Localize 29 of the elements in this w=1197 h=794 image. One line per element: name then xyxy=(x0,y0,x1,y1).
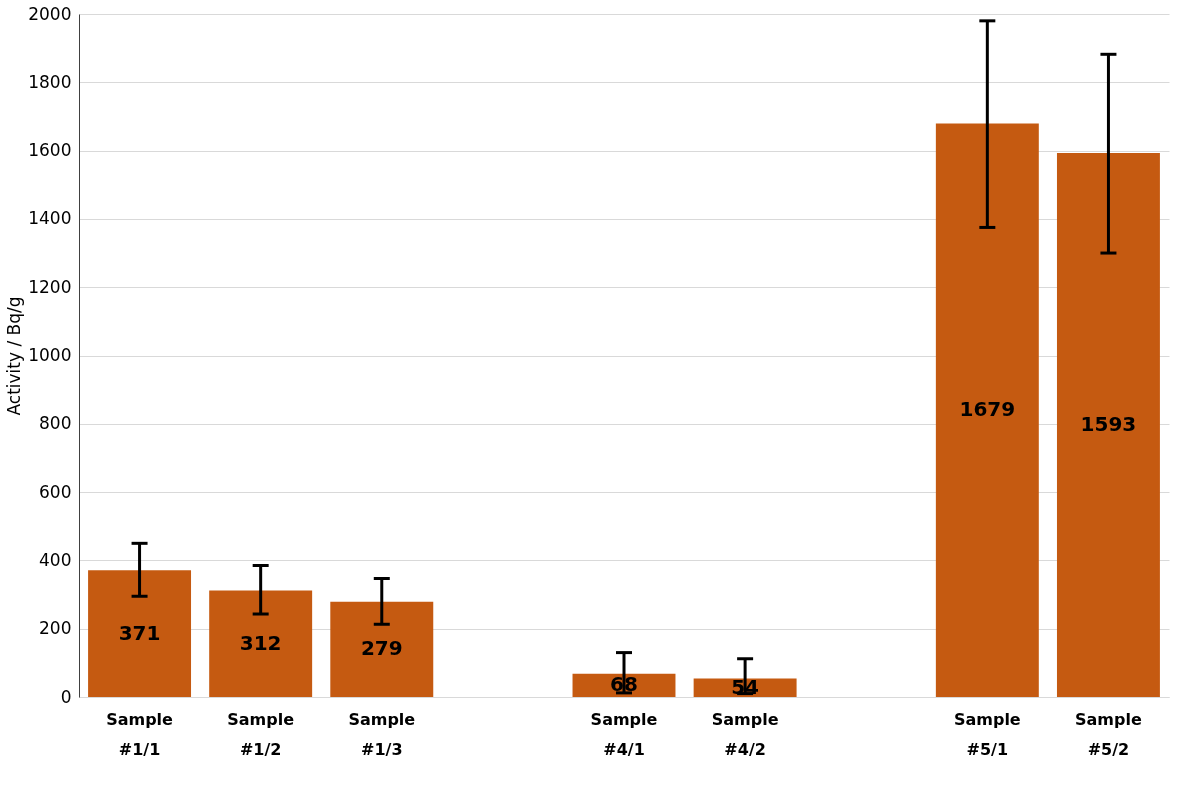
y-tick-label: 400 xyxy=(39,549,72,570)
data-label: 279 xyxy=(360,636,403,661)
bar xyxy=(330,601,434,697)
x-tick-label: Sample #1/3 xyxy=(348,709,416,759)
y-tick-label: 1200 xyxy=(28,276,72,297)
bar xyxy=(88,570,192,697)
data-label: 1593 xyxy=(1080,412,1137,436)
data-label: 312 xyxy=(239,630,282,655)
x-tick-label: Sample #4/1 xyxy=(590,709,658,759)
y-tick-label: 1600 xyxy=(28,140,72,161)
data-label: 371 xyxy=(118,620,161,645)
y-tick-label: 600 xyxy=(39,481,72,502)
y-tick-label: 200 xyxy=(39,618,72,639)
bar xyxy=(1056,152,1160,697)
bar xyxy=(935,123,1039,697)
bar xyxy=(209,590,313,697)
y-tick-label: 1000 xyxy=(28,345,72,365)
data-label: 1679 xyxy=(959,397,1016,422)
x-tick-label: Sample #5/2 xyxy=(1075,709,1142,759)
y-tick-label: 800 xyxy=(39,413,72,434)
y-tick-label: 1800 xyxy=(28,71,72,92)
y-tick-label: 2000 xyxy=(28,3,72,24)
x-tick-label: Sample #4/2 xyxy=(711,709,779,759)
y-axis-title: Activity / Bq/g xyxy=(4,296,25,416)
y-tick-label: 0 xyxy=(60,686,72,707)
x-tick-label: Sample #5/1 xyxy=(953,709,1021,759)
y-tick-label: 1400 xyxy=(28,208,72,229)
x-tick-label: Sample #1/2 xyxy=(227,709,295,759)
x-tick-label: Sample #1/1 xyxy=(106,709,174,759)
